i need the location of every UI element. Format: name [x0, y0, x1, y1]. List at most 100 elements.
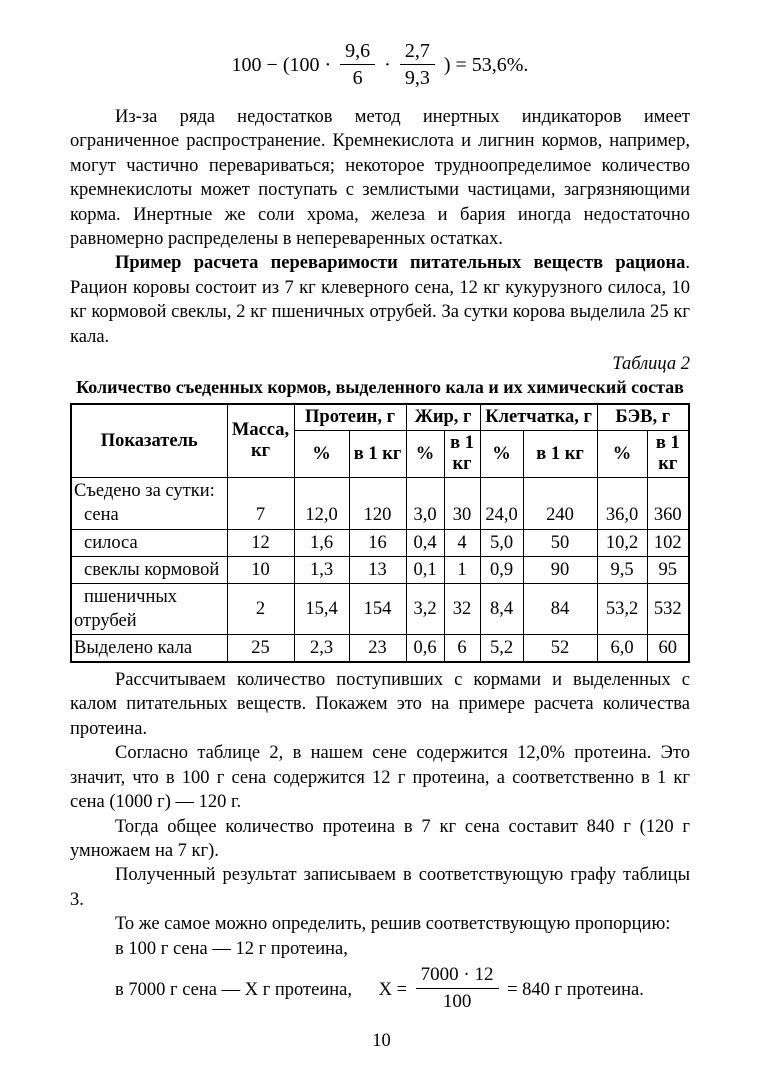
row-label-silage: силоса [84, 533, 138, 554]
formula-multiply-dot: · [384, 54, 391, 77]
header-fat-group: Жир, г [405, 403, 481, 432]
cell-beet-fat-kg: 1 [443, 556, 481, 585]
cell-bran-fat-kg: 32 [443, 583, 481, 636]
page-number: 10 [372, 1031, 391, 1051]
fraction-1-numerator: 9,6 [345, 40, 371, 62]
table-row-hay: Съедено за сутки: сена 7 12,0 120 3,0 30… [70, 477, 690, 531]
subheader-fat-percent: % [405, 430, 445, 479]
cell-silage-nfe-pct: 10,2 [596, 529, 648, 558]
cell-bran-protein-pct: 15,4 [293, 583, 350, 636]
cell-hay-fat-pct: 3,0 [405, 477, 445, 531]
table-row-silage: силоса 12 1,6 16 0,4 4 5,0 50 10,2 102 [70, 529, 690, 558]
fraction-2-denominator: 9,3 [399, 64, 435, 89]
cell-feces-fiber-pct: 5,2 [479, 634, 524, 663]
proportion-fraction-denominator: 100 [415, 987, 499, 1013]
cell-hay-fiber-pct: 24,0 [479, 477, 524, 531]
cell-hay-fiber-kg: 240 [522, 477, 598, 531]
header-nfe-group: БЭВ, г [596, 403, 690, 432]
paragraph-example-lead-bold: Пример расчета переваримости питательных… [115, 253, 686, 274]
cell-beet-nfe-pct: 9,5 [596, 556, 648, 585]
cell-bran-fat-pct: 3,2 [405, 583, 445, 636]
header-protein-group: Протеин, г [293, 403, 407, 432]
proportion-fraction-numerator: 7000 · 12 [420, 963, 494, 985]
cell-feces-nfe-kg: 60 [646, 634, 690, 663]
cell-feces-protein-kg: 23 [348, 634, 407, 663]
fraction-2: 2,7 9,3 [399, 40, 435, 89]
header-indicator: Показатель [70, 403, 228, 479]
header-mass: Масса, кг [226, 403, 295, 479]
row-label-eaten-hay: Съедено за сутки: сена [70, 477, 228, 531]
proportion-line-2: в 7000 г сена — X г протеина, X = 7000 ·… [70, 963, 690, 1015]
cell-silage-nfe-kg: 102 [646, 529, 690, 558]
table-subheader-row: % в 1 кг % в 1 кг % в 1 кг % в 1 кг [71, 430, 690, 479]
subheader-fiber-per-kg: в 1 кг [522, 430, 598, 479]
paragraph-total-protein: Тогда общее количество протеина в 7 кг с… [70, 816, 690, 861]
cell-feces-protein-pct: 2,3 [293, 634, 350, 663]
cell-hay-nfe-pct: 36,0 [596, 477, 648, 531]
table-row-feces: Выделено кала 25 2,3 23 0,6 6 5,2 52 6,0… [70, 634, 690, 663]
row-label-eaten-per-day: Съедено за сутки: [74, 481, 215, 502]
cell-bran-mass: 2 [226, 583, 295, 636]
subheader-protein-per-kg: в 1 кг [348, 430, 407, 479]
row-label-hay: сена [84, 505, 119, 526]
cell-beet-fat-pct: 0,1 [405, 556, 445, 585]
table-header-group-row: Показатель Масса, кг Протеин, г Жир, г К… [70, 403, 690, 479]
cell-beet-protein-pct: 1,3 [293, 556, 350, 585]
subheader-protein-percent: % [293, 430, 350, 479]
cell-feces-fat-kg: 6 [443, 634, 481, 663]
paragraph-inert-indicators: Из-за ряда недостатков метод инертных ин… [70, 107, 690, 250]
formula-lead: 100 − (100 · [231, 54, 332, 77]
paragraph-example-rest: . Рацион коровы состоит из 7 кг клеверно… [70, 253, 690, 347]
cell-silage-fat-pct: 0,4 [405, 529, 445, 558]
subheader-fat-per-kg: в 1 кг [443, 430, 481, 479]
cell-silage-fat-kg: 4 [443, 529, 481, 558]
fraction-1: 9,6 6 [340, 40, 376, 89]
cell-hay-mass: 7 [226, 477, 295, 531]
row-label-bran: пшеничных отрубей [74, 587, 178, 632]
proportion-line-1: в 100 г сена — 12 г протеина, [115, 938, 348, 959]
fraction-1-denominator: 6 [340, 64, 376, 89]
cell-feces-mass: 25 [226, 634, 295, 663]
fraction-2-numerator: 2,7 [404, 40, 430, 62]
proportion-x-equals: X = [378, 979, 408, 1000]
cell-beet-protein-kg: 13 [348, 556, 407, 585]
cell-silage-fiber-kg: 50 [522, 529, 598, 558]
cell-silage-protein-kg: 16 [348, 529, 407, 558]
subheader-nfe-per-kg: в 1 кг [646, 430, 690, 479]
cell-feces-fiber-kg: 52 [522, 634, 598, 663]
cell-bran-nfe-pct: 53,2 [596, 583, 648, 636]
cell-bran-fiber-kg: 84 [522, 583, 598, 636]
subheader-fiber-percent: % [479, 430, 524, 479]
proportion-line-2-text: в 7000 г сена — X г протеина, [115, 979, 352, 1000]
cell-hay-fat-kg: 30 [443, 477, 481, 531]
cell-silage-mass: 12 [226, 529, 295, 558]
cell-feces-nfe-pct: 6,0 [596, 634, 648, 663]
formula-tail: ) = 53,6%. [443, 54, 529, 77]
cell-hay-protein-kg: 120 [348, 477, 407, 531]
digestibility-formula: 100 − (100 · 9,6 6 · 2,7 9,3 ) = 53,6%. [70, 40, 690, 91]
cell-bran-protein-kg: 154 [348, 583, 407, 636]
proportion-fraction: 7000 · 12 100 [415, 963, 499, 1013]
cell-bran-fiber-pct: 8,4 [479, 583, 524, 636]
cell-beet-fiber-pct: 0,9 [479, 556, 524, 585]
paragraph-proportion-intro: То же самое можно определить, решив соот… [115, 914, 671, 935]
cell-beet-nfe-kg: 95 [646, 556, 690, 585]
table-row-beet: свеклы кормовой 10 1,3 13 0,1 1 0,9 90 9… [70, 556, 690, 585]
proportion-result: = 840 г протеина. [507, 979, 644, 1000]
cell-silage-fiber-pct: 5,0 [479, 529, 524, 558]
row-label-beet: свеклы кормовой [84, 560, 220, 581]
table-row-bran: пшеничных отрубей 2 15,4 154 3,2 32 8,4 … [70, 583, 690, 636]
cell-hay-nfe-kg: 360 [646, 477, 690, 531]
feed-composition-table: Показатель Масса, кг Протеин, г Жир, г К… [70, 403, 691, 664]
page-content: 100 − (100 · 9,6 6 · 2,7 9,3 ) = 53,6%. … [70, 0, 691, 1015]
cell-feces-fat-pct: 0,6 [405, 634, 445, 663]
paragraph-calculation-intro: Рассчитываем количество поступивших с ко… [70, 670, 690, 739]
cell-beet-fiber-kg: 90 [522, 556, 598, 585]
paragraph-example-ration: Пример расчета переваримости питательных… [70, 251, 690, 349]
cell-bran-nfe-kg: 532 [646, 583, 690, 636]
table-title: Количество съеденных кормов, выделенного… [76, 377, 684, 398]
row-label-feces: Выделено кала [70, 634, 228, 663]
cell-silage-protein-pct: 1,6 [293, 529, 350, 558]
table-caption: Таблица 2 [612, 354, 690, 375]
